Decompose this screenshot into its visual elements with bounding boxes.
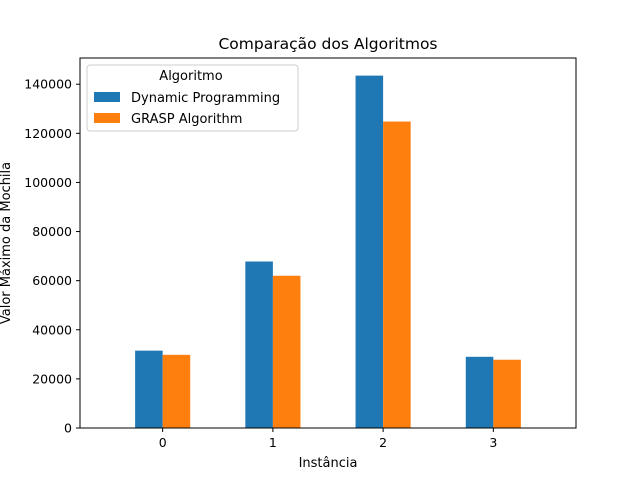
y-tick-label: 100000 — [24, 175, 72, 190]
bar-grasp-algorithm-2 — [383, 121, 411, 429]
x-axis-ticks: 0 1 2 3 — [159, 428, 497, 450]
legend-entry-label: GRASP Algorithm — [131, 112, 242, 127]
bar-grasp-algorithm-1 — [272, 275, 301, 428]
x-tick-label: 3 — [489, 435, 497, 450]
bar-dynamic-programming-2 — [355, 75, 384, 428]
legend-swatch — [94, 92, 120, 102]
bar-grasp-algorithm-0 — [162, 354, 191, 428]
bar-grasp-algorithm-3 — [493, 359, 521, 428]
x-axis-label: Instância — [299, 456, 358, 471]
y-axis-ticks: 0 20000 40000 60000 80000 100000 120000 140000 — [24, 77, 80, 436]
bar-dynamic-programming-3 — [465, 356, 494, 428]
y-tick-label: 0 — [64, 421, 72, 436]
x-tick-label: 2 — [379, 435, 387, 450]
bars-group — [135, 75, 521, 429]
bar-dynamic-programming-0 — [135, 350, 163, 428]
y-tick-label: 20000 — [32, 371, 72, 386]
legend-entry-label: Dynamic Programming — [131, 91, 280, 106]
y-tick-label: 60000 — [32, 273, 72, 288]
y-tick-label: 120000 — [24, 126, 72, 141]
y-axis-label: Valor Máximo da Mochila — [0, 162, 14, 324]
legend: Algoritmo Dynamic Programming GRASP Algor… — [86, 64, 299, 132]
x-tick-label: 1 — [269, 435, 277, 450]
legend-swatch — [94, 113, 120, 123]
y-tick-label: 140000 — [24, 77, 72, 92]
plot-frame — [79, 57, 577, 429]
chart-title: Comparação dos Algoritmos — [218, 35, 437, 53]
y-tick-label: 40000 — [32, 322, 72, 337]
legend-title: Algoritmo — [159, 69, 222, 84]
legend-box — [86, 64, 299, 132]
bar-dynamic-programming-1 — [245, 261, 273, 428]
x-tick-label: 0 — [159, 435, 167, 450]
y-tick-label: 80000 — [32, 224, 72, 239]
legend-entries: Dynamic Programming GRASP Algorithm — [94, 91, 280, 127]
